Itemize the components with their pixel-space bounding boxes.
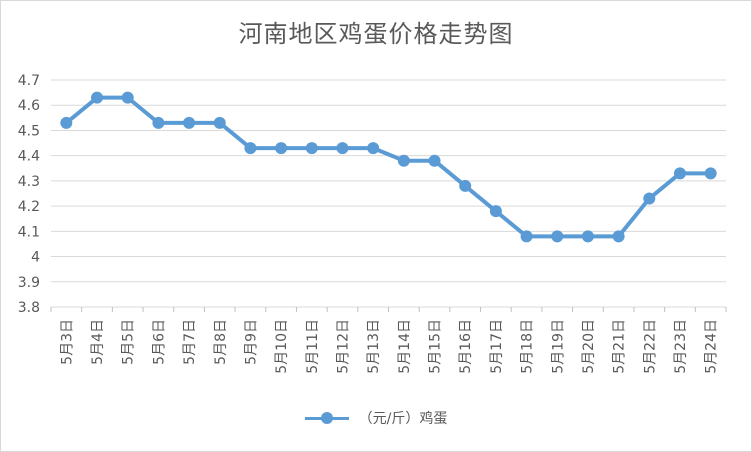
- data-point: [704, 167, 717, 180]
- x-tick-label: 5月23日: [673, 319, 689, 374]
- data-point: [428, 154, 441, 167]
- data-point: [305, 142, 318, 155]
- data-point: [520, 230, 533, 243]
- x-tick-label: 5月7日: [182, 319, 198, 365]
- x-tick-label: 5月9日: [243, 319, 259, 365]
- y-tick-label: 4.1: [18, 224, 40, 240]
- legend-label: （元/斤）鸡蛋: [358, 411, 448, 427]
- y-tick-label: 4.6: [18, 98, 40, 114]
- x-tick-label: 5月24日: [704, 319, 720, 374]
- x-tick-label: 5月3日: [59, 319, 75, 365]
- data-point: [121, 91, 134, 104]
- series-line: [64, 95, 713, 239]
- data-point: [397, 154, 410, 167]
- y-tick-label: 3.8: [18, 300, 40, 316]
- data-point: [91, 91, 104, 104]
- x-tick-label: 5月5日: [121, 319, 137, 365]
- x-tick-label: 5月22日: [642, 319, 658, 374]
- x-tick-label: 5月16日: [458, 319, 474, 374]
- data-point: [183, 116, 196, 129]
- data-point: [60, 116, 73, 129]
- x-tick-label: 5月12日: [335, 319, 351, 374]
- data-point: [336, 142, 349, 155]
- data-point: [643, 192, 656, 205]
- data-point: [367, 142, 380, 155]
- chart-title: 河南地区鸡蛋价格走势图: [238, 20, 514, 48]
- data-point: [673, 167, 686, 180]
- x-tick-label: 5月13日: [366, 319, 382, 374]
- y-tick-label: 4.2: [18, 199, 40, 215]
- y-tick-label: 4: [31, 250, 40, 266]
- data-point: [213, 116, 226, 129]
- y-tick-label: 4.4: [18, 149, 40, 165]
- x-tick-label: 5月6日: [151, 319, 167, 365]
- x-tick-label: 5月14日: [397, 319, 413, 374]
- x-tick-label: 5月19日: [550, 319, 566, 374]
- x-tick-label: 5月17日: [489, 319, 505, 374]
- data-point: [489, 205, 502, 218]
- x-tick-label: 5月10日: [274, 319, 290, 374]
- y-tick-label: 4.7: [18, 73, 40, 89]
- data-point: [152, 116, 165, 129]
- x-tick-label: 5月18日: [520, 319, 536, 374]
- x-tick-label: 5月4日: [90, 319, 106, 365]
- data-point: [581, 230, 594, 243]
- x-tick-label: 5月8日: [213, 319, 229, 365]
- x-tick-label: 5月15日: [428, 319, 444, 374]
- data-point: [459, 179, 472, 192]
- data-point: [275, 142, 288, 155]
- legend-marker: [304, 411, 349, 425]
- data-point: [244, 142, 257, 155]
- x-tick-label: 5月20日: [581, 319, 597, 374]
- y-tick-label: 4.5: [18, 123, 40, 139]
- data-point: [612, 230, 625, 243]
- legend: （元/斤）鸡蛋: [0, 408, 752, 428]
- data-point: [551, 230, 564, 243]
- x-tick-label: 5月21日: [612, 319, 628, 374]
- y-tick-label: 3.9: [18, 275, 40, 291]
- y-tick-label: 4.3: [18, 174, 40, 190]
- x-tick-label: 5月11日: [305, 319, 321, 374]
